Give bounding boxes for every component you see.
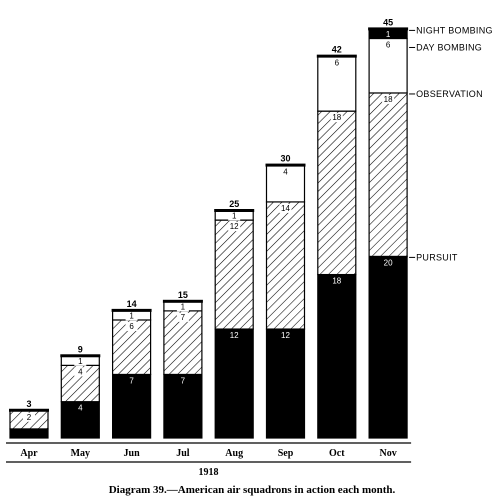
segment-label-bg xyxy=(74,367,87,377)
segment-label-bg xyxy=(125,311,138,321)
segment-label-bg xyxy=(330,113,343,123)
x-tick-label-sep: Sep xyxy=(278,448,294,459)
bar-segment-observation-jul xyxy=(163,310,203,376)
segment-label-bg xyxy=(125,321,138,331)
segment-label-jun: 1 xyxy=(129,311,134,320)
segment-label-nov: 20 xyxy=(384,258,393,267)
segment-label-aug: 12 xyxy=(230,331,239,340)
bar-total-aug: 25 xyxy=(229,199,239,209)
segment-label-jun: 7 xyxy=(129,376,134,385)
legend-label-night-bombing: NIGHT BOMBING xyxy=(416,25,493,35)
bar-top-cap-may xyxy=(60,354,101,358)
bar-segment-observation-sep xyxy=(265,201,306,330)
segment-label-apr: 2 xyxy=(27,413,32,422)
legend-label-pursuit: PURSUIT xyxy=(416,252,458,262)
segment-label-oct: 6 xyxy=(335,59,340,68)
segment-label-bg xyxy=(74,356,87,366)
segment-label-bg xyxy=(228,331,241,341)
bar-total-may: 9 xyxy=(78,344,83,354)
segment-label-oct: 18 xyxy=(332,277,341,286)
bar-segment-pursuit-nov xyxy=(368,255,408,439)
segment-label-may: 4 xyxy=(78,404,83,413)
x-tick-label-may: May xyxy=(71,448,90,459)
legend-label-day-bombing: DAY BOMBING xyxy=(416,42,482,52)
segment-label-may: 4 xyxy=(78,367,83,376)
segment-label-nov: 1 xyxy=(386,30,391,39)
segment-label-bg xyxy=(382,258,395,268)
segment-label-aug: 12 xyxy=(230,222,239,231)
legend: NIGHT BOMBING DAY BOMBING OBSERVATION PURSU… xyxy=(409,25,493,262)
segment-label-nov: 18 xyxy=(384,95,393,104)
bar-segment-pursuit-oct xyxy=(317,273,357,439)
segment-label-bg xyxy=(23,412,35,422)
bar-segment-observation-aug xyxy=(214,219,254,330)
segment-label-jul: 7 xyxy=(181,376,186,385)
segment-label-bg xyxy=(228,211,241,221)
bar-total-nov: 45 xyxy=(383,17,393,27)
bar-segment-pursuit-aug xyxy=(214,328,254,439)
segment-label-bg xyxy=(279,331,292,341)
segment-label-bg xyxy=(176,302,189,312)
bar-top-cap-sep xyxy=(265,163,306,167)
segment-label-bg xyxy=(125,376,138,386)
x-tick-label-apr: Apr xyxy=(20,448,38,459)
x-tick-label-oct: Oct xyxy=(329,448,345,459)
segment-label-jul: 7 xyxy=(181,313,186,322)
x-tick-label-aug: Aug xyxy=(225,448,243,459)
bar-total-oct: 42 xyxy=(332,45,342,55)
segment-label-bg xyxy=(279,167,292,177)
segment-label-jul: 1 xyxy=(181,302,186,311)
segment-label-sep: 4 xyxy=(283,168,288,177)
segment-label-may: 1 xyxy=(78,357,83,366)
x-axis: Apr May Jun Jul Aug Sep Oct Nov 1918 xyxy=(6,442,412,478)
bar-top-cap-aug xyxy=(214,209,255,212)
segment-label-sep: 14 xyxy=(281,204,290,213)
bar-segment-pursuit-sep xyxy=(265,328,306,439)
x-tick-label-nov: Nov xyxy=(379,448,396,459)
stacked-bar-chart: 23 44197611477115121212512144301818642201… xyxy=(6,17,493,478)
x-tick-label-jul: Jul xyxy=(176,448,190,459)
bar-total-sep: 30 xyxy=(280,154,290,164)
bar-segment-observation-oct xyxy=(317,110,357,276)
bar-segment-pursuit-apr xyxy=(9,428,49,439)
bar-top-cap-oct xyxy=(316,54,357,58)
bar-segment-observation-nov xyxy=(368,92,408,258)
chart-caption: Diagram 39.—American air squadrons in ac… xyxy=(108,484,396,496)
bar-total-jul: 15 xyxy=(178,290,188,300)
segment-label-bg xyxy=(176,376,189,386)
segment-label-bg xyxy=(382,29,395,39)
segment-label-aug: 1 xyxy=(232,212,237,221)
segment-label-bg xyxy=(279,203,292,213)
segment-label-bg xyxy=(74,403,87,413)
x-tick-label-jun: Jun xyxy=(124,448,141,459)
segment-label-bg xyxy=(382,40,395,50)
x-axis-label: 1918 xyxy=(199,467,219,478)
segment-label-jun: 6 xyxy=(129,322,134,331)
segment-label-bg xyxy=(176,312,189,322)
bar-total-jun: 14 xyxy=(127,299,137,309)
segment-label-bg xyxy=(330,276,343,286)
bar-top-cap-nov xyxy=(368,27,409,31)
bar-top-cap-jun xyxy=(111,308,152,312)
bar-total-apr: 3 xyxy=(26,399,31,409)
segment-label-bg xyxy=(330,58,343,68)
segment-label-oct: 18 xyxy=(332,113,341,122)
bar-top-cap-apr xyxy=(9,408,49,412)
segment-label-sep: 12 xyxy=(281,331,290,340)
segment-label-bg xyxy=(228,222,241,232)
legend-label-observation: OBSERVATION xyxy=(416,89,483,99)
bars-group: 23 44197611477115121212512144301818642201… xyxy=(9,17,409,439)
segment-label-nov: 6 xyxy=(386,40,391,49)
segment-label-bg xyxy=(382,94,395,104)
bar-top-cap-jul xyxy=(162,299,203,303)
